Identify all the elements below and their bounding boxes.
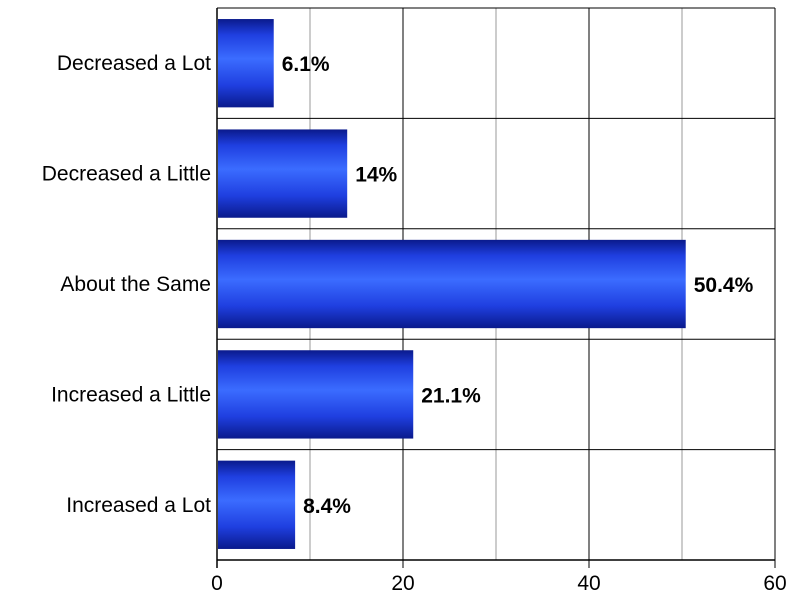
bar [218,350,414,439]
value-label: 21.1% [421,384,481,407]
value-label: 14% [355,164,397,187]
x-tick-label: 0 [211,572,223,595]
bar [218,239,686,329]
bar [218,19,274,108]
value-label: 6.1% [282,53,330,76]
category-label: Decreased a Lot [57,52,211,75]
category-label: Decreased a Little [42,163,211,186]
bar [218,129,348,218]
value-label: 8.4% [303,495,351,518]
x-tick-label: 40 [577,572,600,595]
bars-layer [218,19,686,549]
value-label: 50.4% [694,274,754,297]
category-label: About the Same [60,273,211,296]
x-tick-label: 20 [391,572,414,595]
bar [218,460,296,549]
category-label: Increased a Lot [66,494,211,517]
labels-layer: 0 20 40 60 Decreased a Lot 6.1% Decreased a Li… [42,52,787,595]
x-tick-label: 60 [763,572,786,595]
category-label: Increased a Little [51,383,211,406]
